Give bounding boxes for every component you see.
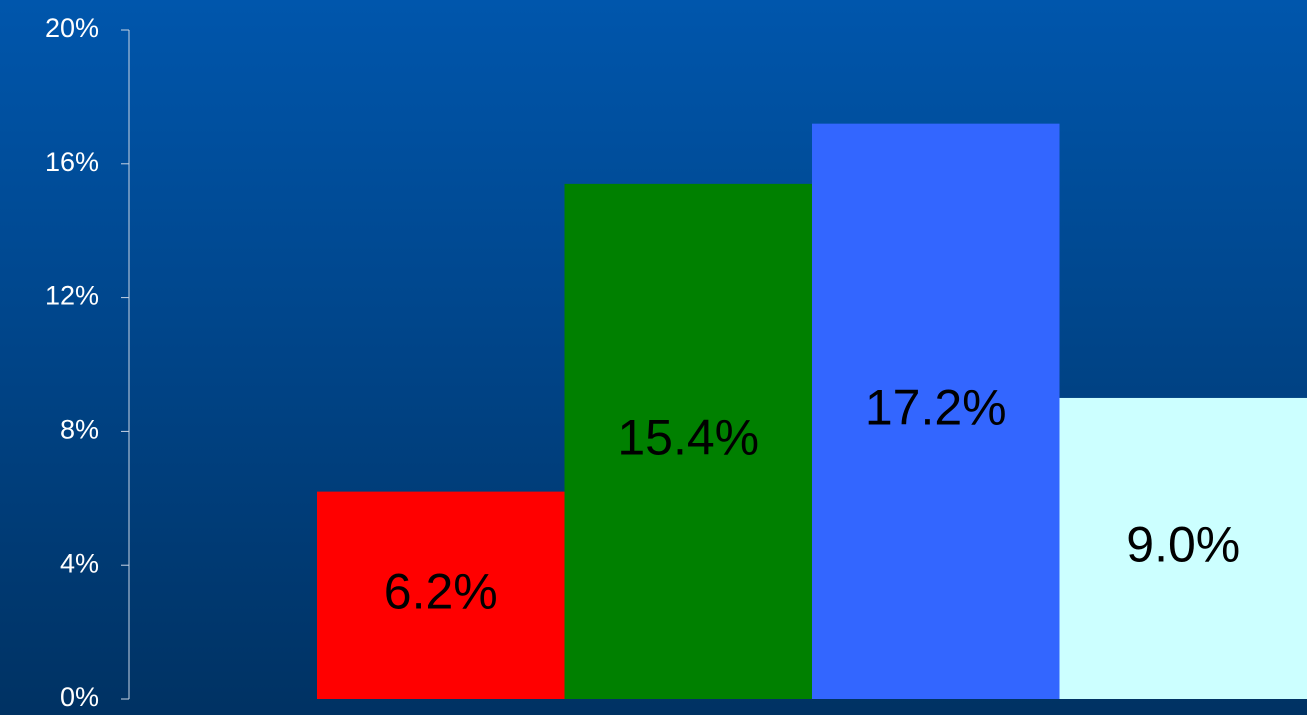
- bar: [812, 123, 1060, 699]
- y-tick-label: 4%: [60, 548, 99, 578]
- y-tick-label: 16%: [45, 147, 99, 177]
- y-tick-label: 8%: [60, 415, 99, 445]
- value-label: 17.2%: [865, 380, 1007, 436]
- bar: [1059, 397, 1307, 699]
- y-tick-label: 20%: [45, 13, 99, 43]
- value-label: 6.2%: [384, 564, 498, 620]
- value-label: 9.0%: [1126, 517, 1240, 573]
- value-label: 15.4%: [617, 410, 759, 466]
- bar: [564, 183, 812, 699]
- bar: [317, 491, 565, 699]
- y-tick-label: 12%: [45, 281, 99, 311]
- y-tick-label: 0%: [60, 682, 99, 712]
